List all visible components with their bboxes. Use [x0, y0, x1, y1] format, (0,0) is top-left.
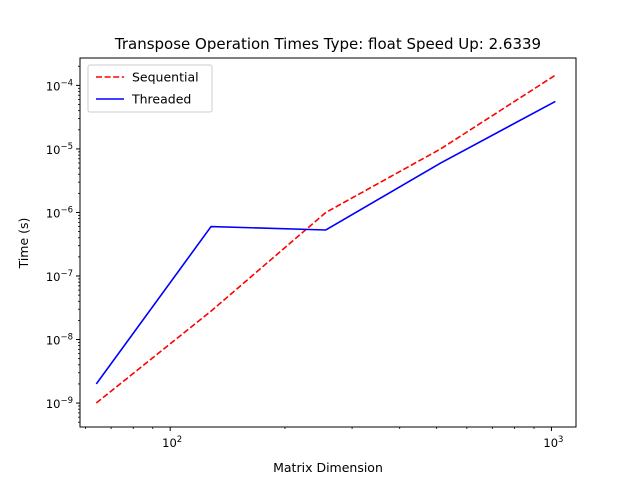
- series-line-threaded: [95, 100, 556, 385]
- x-tick-label: 103: [543, 435, 563, 450]
- y-tick-label: 10−8: [46, 333, 73, 348]
- series-group: [95, 74, 556, 404]
- y-tick-label: 10−4: [46, 78, 73, 93]
- axis-ticks: 102 103 10−9 10−8 10−7 10−6 10−5 10−4: [46, 65, 563, 450]
- legend-label-threaded: Threaded: [131, 92, 191, 107]
- y-tick-label: 10−7: [46, 269, 73, 284]
- x-axis-label: Matrix Dimension: [273, 460, 383, 475]
- legend: Sequential Threaded: [87, 64, 213, 113]
- chart-title: Transpose Operation Times Type: float Sp…: [114, 35, 541, 53]
- y-tick-label: 10−9: [46, 396, 73, 411]
- y-tick-label: 10−6: [46, 205, 73, 220]
- plot-frame: [79, 57, 577, 428]
- legend-label-sequential: Sequential: [132, 70, 199, 85]
- y-tick-label: 10−5: [46, 142, 73, 157]
- series-line-sequential: [95, 74, 556, 404]
- x-tick-label: 102: [162, 435, 182, 450]
- y-axis-label: Time (s): [16, 218, 31, 270]
